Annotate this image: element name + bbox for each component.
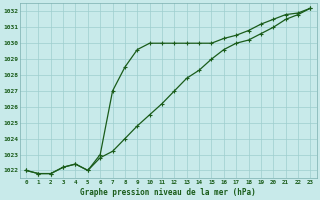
X-axis label: Graphe pression niveau de la mer (hPa): Graphe pression niveau de la mer (hPa): [80, 188, 256, 197]
